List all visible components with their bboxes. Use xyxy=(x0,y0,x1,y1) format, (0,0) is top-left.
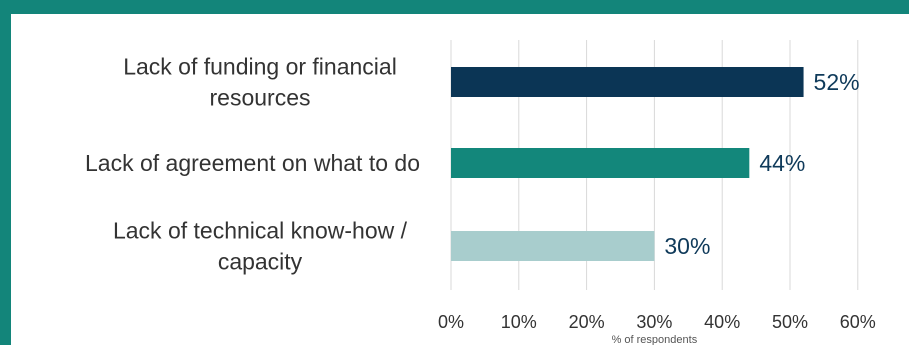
bar-2 xyxy=(451,231,655,261)
data-label-0: 52% xyxy=(814,69,860,95)
data-label-2: 30% xyxy=(664,233,710,259)
category-label-1-0: Lack of agreement on what to do xyxy=(85,150,420,176)
category-label-0-0: Lack of funding or financial xyxy=(123,54,397,80)
x-tick-label-2: 20% xyxy=(569,312,605,332)
x-tick-label-0: 0% xyxy=(438,312,464,332)
x-tick-label-4: 40% xyxy=(704,312,740,332)
x-axis-title: % of respondents xyxy=(612,334,698,345)
x-tick-label-5: 50% xyxy=(772,312,808,332)
category-label-0-1: resources xyxy=(210,85,311,111)
x-tick-label-1: 10% xyxy=(501,312,537,332)
data-label-1: 44% xyxy=(759,150,805,176)
bar-1 xyxy=(451,148,750,178)
x-tick-label-6: 60% xyxy=(840,312,876,332)
x-tick-label-3: 30% xyxy=(636,312,672,332)
category-label-2-1: capacity xyxy=(218,249,303,275)
category-label-2-0: Lack of technical know-how / xyxy=(113,218,408,244)
bar-0 xyxy=(451,67,804,97)
